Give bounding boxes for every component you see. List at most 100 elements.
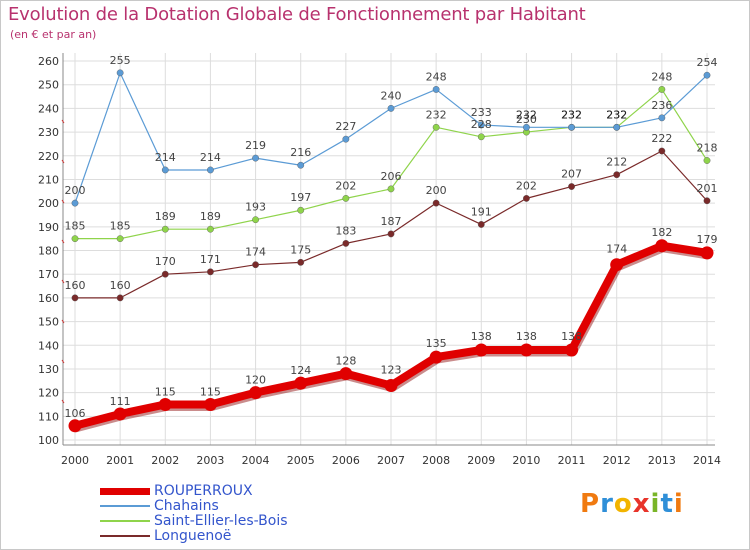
y-tick-label: 170: [38, 268, 59, 281]
data-point-saint-ellier-les-bois[interactable]: [71, 235, 79, 243]
data-label-saint-ellier-les-bois: 232: [426, 108, 447, 121]
data-point-longueno-[interactable]: [207, 268, 214, 276]
data-point-chahains[interactable]: [342, 135, 350, 143]
data-point-rouperroux[interactable]: [655, 239, 669, 253]
logo-letter: r: [600, 489, 614, 519]
data-label-saint-ellier-les-bois: 197: [290, 191, 311, 204]
data-point-rouperroux[interactable]: [474, 343, 488, 357]
data-point-longueno-[interactable]: [477, 221, 485, 228]
data-point-chahains[interactable]: [71, 199, 79, 207]
data-label-saint-ellier-les-bois: 206: [381, 170, 402, 183]
data-point-longueno-[interactable]: [161, 270, 169, 278]
data-label-longueno-: 183: [335, 224, 356, 237]
data-point-chahains[interactable]: [207, 166, 214, 174]
data-point-saint-ellier-les-bois[interactable]: [297, 206, 305, 214]
data-label-chahains: 232: [561, 108, 582, 121]
data-label-rouperroux: 115: [200, 385, 221, 398]
data-point-rouperroux[interactable]: [294, 376, 308, 390]
line-chart: 100 110 120 130 140 150 160 170 180 190 200 210 220 2…: [38, 53, 721, 467]
data-label-saint-ellier-les-bois: 193: [245, 201, 266, 214]
data-point-chahains[interactable]: [477, 121, 485, 129]
data-label-saint-ellier-les-bois: 232: [606, 108, 627, 121]
data-point-rouperroux[interactable]: [68, 419, 82, 433]
data-point-longueno-[interactable]: [342, 239, 350, 247]
data-label-rouperroux: 106: [65, 407, 86, 420]
data-point-rouperroux[interactable]: [429, 350, 443, 364]
data-label-longueno-: 175: [290, 243, 311, 256]
data-point-chahains[interactable]: [387, 104, 395, 112]
data-label-chahains: 233: [471, 106, 492, 119]
data-point-longueno-[interactable]: [297, 258, 305, 266]
legend-swatch: [100, 488, 150, 495]
data-point-longueno-[interactable]: [703, 197, 711, 205]
axis-break-mark: [61, 199, 65, 204]
data-label-chahains: 227: [335, 120, 356, 133]
data-point-longueno-[interactable]: [613, 171, 621, 179]
data-point-longueno-[interactable]: [432, 199, 440, 207]
data-point-saint-ellier-les-bois[interactable]: [252, 216, 259, 224]
y-tick-label: 150: [38, 316, 59, 329]
data-label-saint-ellier-les-bois: 185: [65, 220, 86, 233]
y-tick-label: 240: [38, 102, 59, 115]
data-label-chahains: 214: [155, 151, 176, 164]
data-point-chahains[interactable]: [613, 123, 621, 131]
data-label-saint-ellier-les-bois: 185: [110, 220, 131, 233]
data-label-chahains: 214: [200, 151, 221, 164]
data-point-rouperroux[interactable]: [203, 397, 217, 411]
data-point-rouperroux[interactable]: [113, 407, 127, 421]
x-tick-label: 2012: [603, 454, 631, 467]
data-label-saint-ellier-les-bois: 228: [471, 118, 492, 131]
data-point-chahains[interactable]: [161, 166, 169, 174]
logo-letter: o: [613, 489, 633, 519]
data-point-chahains[interactable]: [568, 123, 575, 131]
data-point-chahains[interactable]: [432, 86, 440, 93]
data-point-saint-ellier-les-bois[interactable]: [116, 235, 124, 243]
data-point-longueno-[interactable]: [568, 183, 575, 190]
legend-label: Chahains: [154, 498, 219, 514]
data-point-longueno-[interactable]: [71, 294, 79, 302]
data-point-chahains[interactable]: [523, 123, 530, 131]
proxiti-logo: Proxiti: [580, 489, 684, 519]
data-point-rouperroux[interactable]: [384, 379, 398, 393]
data-point-chahains[interactable]: [252, 154, 259, 162]
logo-letter: i: [673, 489, 684, 519]
data-point-saint-ellier-les-bois[interactable]: [703, 157, 711, 164]
data-point-rouperroux[interactable]: [158, 397, 172, 411]
data-point-longueno-[interactable]: [387, 230, 395, 238]
data-point-longueno-[interactable]: [116, 294, 124, 302]
data-point-saint-ellier-les-bois[interactable]: [207, 225, 214, 233]
data-label-rouperroux: 120: [245, 374, 266, 387]
data-point-chahains[interactable]: [297, 161, 305, 169]
data-label-saint-ellier-les-bois: 189: [200, 210, 221, 223]
data-point-saint-ellier-les-bois[interactable]: [161, 225, 169, 233]
data-point-rouperroux[interactable]: [700, 246, 714, 260]
data-point-saint-ellier-les-bois[interactable]: [342, 194, 350, 202]
data-label-rouperroux: 174: [606, 243, 627, 256]
data-label-saint-ellier-les-bois: 189: [155, 210, 176, 223]
data-point-chahains[interactable]: [703, 71, 711, 79]
data-point-rouperroux[interactable]: [610, 258, 624, 272]
axis-break-mark: [61, 319, 65, 324]
data-point-chahains[interactable]: [116, 69, 124, 77]
data-label-chahains: 200: [65, 184, 86, 197]
data-point-saint-ellier-les-bois[interactable]: [432, 123, 440, 131]
data-label-chahains: 216: [290, 146, 311, 159]
data-label-chahains: 254: [697, 56, 718, 69]
data-point-saint-ellier-les-bois[interactable]: [387, 185, 395, 193]
data-point-rouperroux[interactable]: [519, 343, 533, 357]
data-point-longueno-[interactable]: [523, 194, 530, 202]
data-point-longueno-[interactable]: [658, 147, 666, 155]
x-tick-label: 2009: [467, 454, 495, 467]
data-point-saint-ellier-les-bois[interactable]: [658, 86, 666, 93]
data-point-longueno-[interactable]: [252, 261, 259, 269]
data-point-rouperroux[interactable]: [249, 386, 263, 400]
data-point-rouperroux[interactable]: [339, 367, 353, 381]
data-label-longueno-: 222: [651, 132, 672, 145]
logo-letter: t: [660, 489, 674, 519]
data-label-rouperroux: 128: [335, 355, 356, 368]
axis-break-mark: [61, 119, 65, 124]
data-point-chahains[interactable]: [658, 114, 666, 122]
data-point-rouperroux[interactable]: [565, 343, 579, 357]
data-point-saint-ellier-les-bois[interactable]: [477, 133, 485, 141]
data-label-rouperroux: 124: [290, 364, 311, 377]
